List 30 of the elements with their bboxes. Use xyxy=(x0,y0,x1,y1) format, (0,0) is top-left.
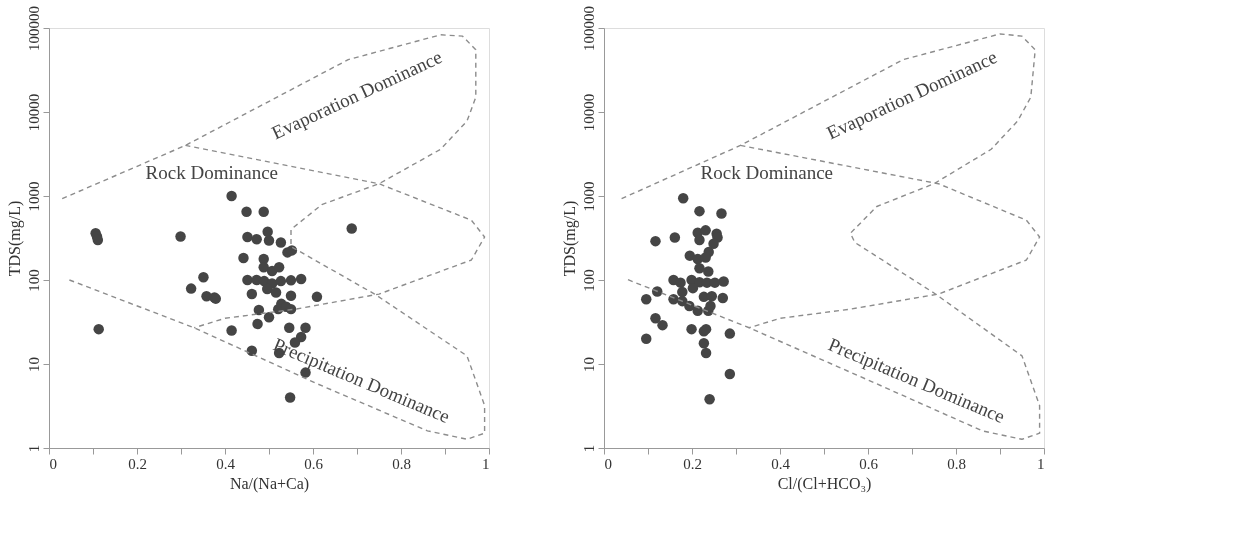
x-tick-label: 0.6 xyxy=(304,455,324,472)
x-tick-label: 0.4 xyxy=(771,455,791,472)
x-tick-label: 0.8 xyxy=(947,455,966,472)
x-tick-label: 0.8 xyxy=(392,455,411,472)
y-axis-title: TDS(mg/L) xyxy=(5,200,24,277)
annotation: Rock Dominance xyxy=(700,161,834,183)
y-tick-label: 10000 xyxy=(580,93,597,132)
x-axis-title: Na/(Na+Ca) xyxy=(229,474,310,493)
y-tick-label: 1000 xyxy=(580,181,597,212)
y-tick-label: 100 xyxy=(580,269,597,292)
annotation: Rock Dominance xyxy=(145,161,279,183)
y-tick-label: 100000 xyxy=(580,6,597,51)
x-tick-label: 0.2 xyxy=(683,455,702,472)
y-tick-label: 1000 xyxy=(25,181,42,212)
x-tick-label: 0.4 xyxy=(216,455,236,472)
x-tick-label: 0.6 xyxy=(859,455,879,472)
y-tick-label: 100000 xyxy=(25,6,42,51)
x-tick-label: 1 xyxy=(1037,455,1045,472)
x-tick-label: 0.2 xyxy=(128,455,147,472)
x-tick-label: 0 xyxy=(604,455,612,472)
y-tick-label: 10000 xyxy=(25,93,42,132)
y-tick-label: 1 xyxy=(25,444,42,453)
x-tick-label: 1 xyxy=(482,455,490,472)
y-tick-label: 10 xyxy=(580,357,597,372)
y-tick-label: 1 xyxy=(580,444,597,453)
y-axis-title: TDS(mg/L) xyxy=(560,200,579,277)
x-tick-label: 0 xyxy=(49,455,57,472)
x-axis-title: Cl/(Cl+HCO₃) xyxy=(777,474,872,493)
y-tick-label: 10 xyxy=(25,357,42,372)
y-tick-label: 100 xyxy=(25,269,42,292)
